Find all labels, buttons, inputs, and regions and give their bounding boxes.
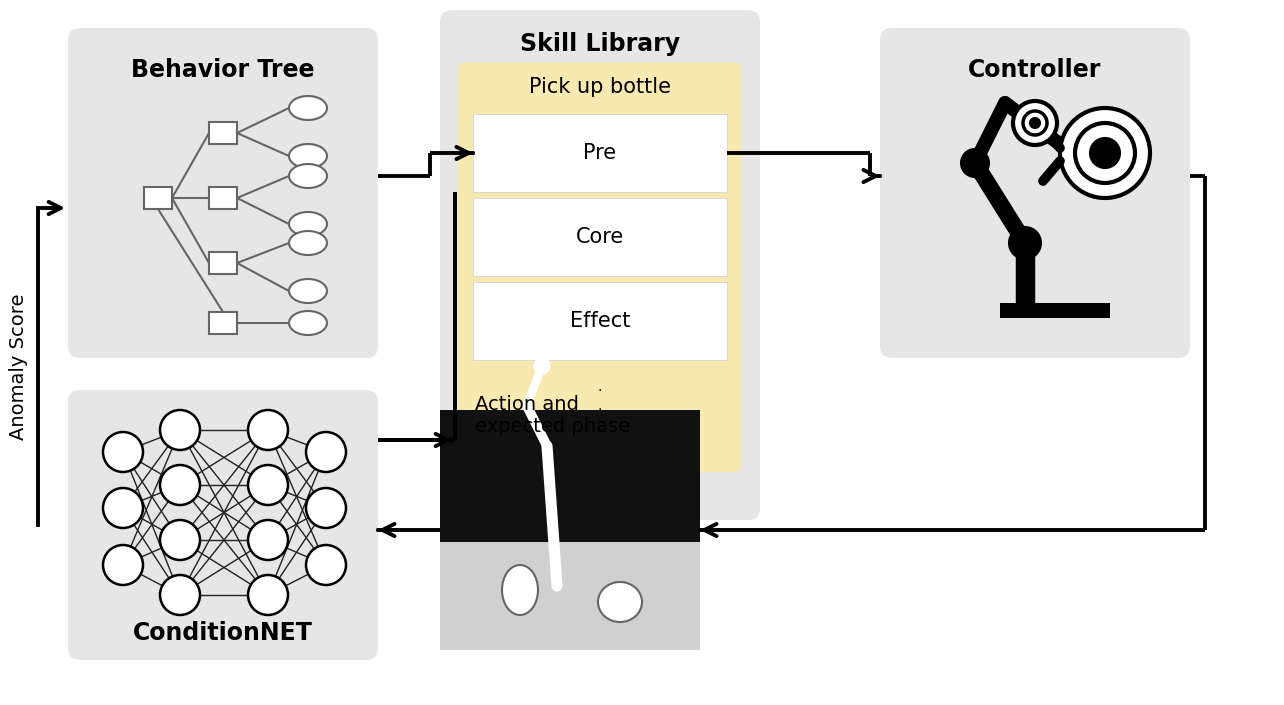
Circle shape xyxy=(248,465,288,505)
Circle shape xyxy=(1030,118,1040,128)
Ellipse shape xyxy=(289,311,327,335)
Bar xyxy=(473,282,727,360)
Circle shape xyxy=(248,575,288,615)
Circle shape xyxy=(960,149,989,177)
Text: Pre: Pre xyxy=(583,143,616,163)
Circle shape xyxy=(306,545,345,585)
Bar xyxy=(473,114,727,192)
Circle shape xyxy=(306,488,345,528)
Circle shape xyxy=(103,432,143,472)
Circle shape xyxy=(534,358,550,374)
Circle shape xyxy=(160,520,200,560)
Circle shape xyxy=(1061,108,1150,198)
Circle shape xyxy=(306,432,345,472)
Circle shape xyxy=(1090,138,1120,168)
Circle shape xyxy=(1075,123,1135,183)
Circle shape xyxy=(1013,101,1057,145)
Circle shape xyxy=(160,465,200,505)
Bar xyxy=(209,187,238,209)
FancyBboxPatch shape xyxy=(458,62,742,472)
Circle shape xyxy=(1009,227,1041,259)
Text: Skill Library: Skill Library xyxy=(520,32,681,56)
Bar xyxy=(1000,303,1109,318)
Circle shape xyxy=(248,410,288,450)
Ellipse shape xyxy=(502,565,538,615)
Bar xyxy=(209,312,238,334)
FancyBboxPatch shape xyxy=(68,28,377,358)
FancyBboxPatch shape xyxy=(440,10,760,520)
Text: Anomaly Score: Anomaly Score xyxy=(9,293,28,440)
Text: ·
·
·: · · · xyxy=(598,384,602,437)
Bar xyxy=(209,252,238,274)
Ellipse shape xyxy=(289,279,327,303)
Bar xyxy=(209,122,238,144)
Text: Core: Core xyxy=(577,227,624,247)
Ellipse shape xyxy=(289,212,327,236)
FancyBboxPatch shape xyxy=(880,28,1190,358)
Bar xyxy=(440,542,700,650)
Circle shape xyxy=(248,520,288,560)
Ellipse shape xyxy=(289,231,327,255)
FancyBboxPatch shape xyxy=(68,390,377,660)
Ellipse shape xyxy=(598,582,642,622)
Text: Effect: Effect xyxy=(570,311,630,331)
Bar xyxy=(473,198,727,276)
Text: Behavior Tree: Behavior Tree xyxy=(131,58,315,82)
Circle shape xyxy=(103,488,143,528)
Text: Action and
expected phase: Action and expected phase xyxy=(475,395,630,436)
Bar xyxy=(440,410,700,650)
Ellipse shape xyxy=(289,144,327,168)
Circle shape xyxy=(1023,111,1046,135)
Circle shape xyxy=(160,575,200,615)
Circle shape xyxy=(160,410,200,450)
Text: ConditionNET: ConditionNET xyxy=(134,621,313,645)
Text: Pick up bottle: Pick up bottle xyxy=(529,77,672,97)
Circle shape xyxy=(103,545,143,585)
Ellipse shape xyxy=(289,96,327,120)
Ellipse shape xyxy=(289,164,327,188)
Bar xyxy=(144,187,172,209)
Text: Controller: Controller xyxy=(968,58,1102,82)
